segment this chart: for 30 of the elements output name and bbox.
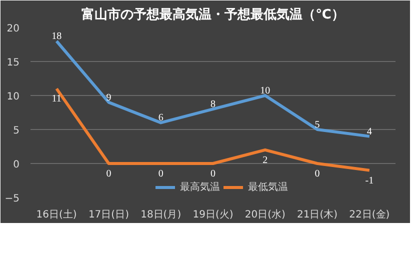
y-tick-label: 0 (13, 160, 20, 170)
data-label: 0 (314, 168, 320, 180)
legend-label: 最低気温 (248, 181, 288, 194)
data-label: 8 (210, 99, 216, 110)
x-tick-label: 22日(金) (349, 208, 390, 220)
x-tick-label: 21日(木) (297, 208, 338, 220)
x-tick-label: 20日(水) (244, 208, 286, 220)
x-tick-label: 19日(火) (192, 208, 234, 220)
chart-title: 富山市の予想最高気温・予想最低気温（℃） (82, 6, 344, 22)
data-label: 4 (366, 126, 372, 138)
x-tick-label: 17日(日) (88, 210, 130, 220)
x-tick-label: 16日(土) (36, 208, 77, 220)
data-label: -1 (365, 175, 374, 186)
data-label: 2 (262, 154, 268, 166)
y-tick-label: 20 (6, 24, 20, 34)
data-label: 10 (260, 86, 270, 96)
data-label: 5 (314, 120, 320, 130)
y-tick-label: 15 (6, 58, 20, 68)
data-label: 0 (158, 168, 164, 180)
y-tick-label: −5 (4, 194, 20, 204)
data-label: 6 (158, 112, 164, 124)
data-label: 11 (52, 94, 62, 105)
x-tick-label: 18日(月) (140, 210, 182, 220)
data-label: 9 (106, 92, 112, 104)
y-tick-label: 5 (13, 126, 20, 136)
data-label: 0 (210, 168, 216, 180)
y-tick-label: 10 (6, 92, 20, 102)
data-label: 18 (52, 31, 62, 42)
data-label: 0 (106, 168, 112, 180)
legend-label: 最高気温 (180, 180, 220, 194)
